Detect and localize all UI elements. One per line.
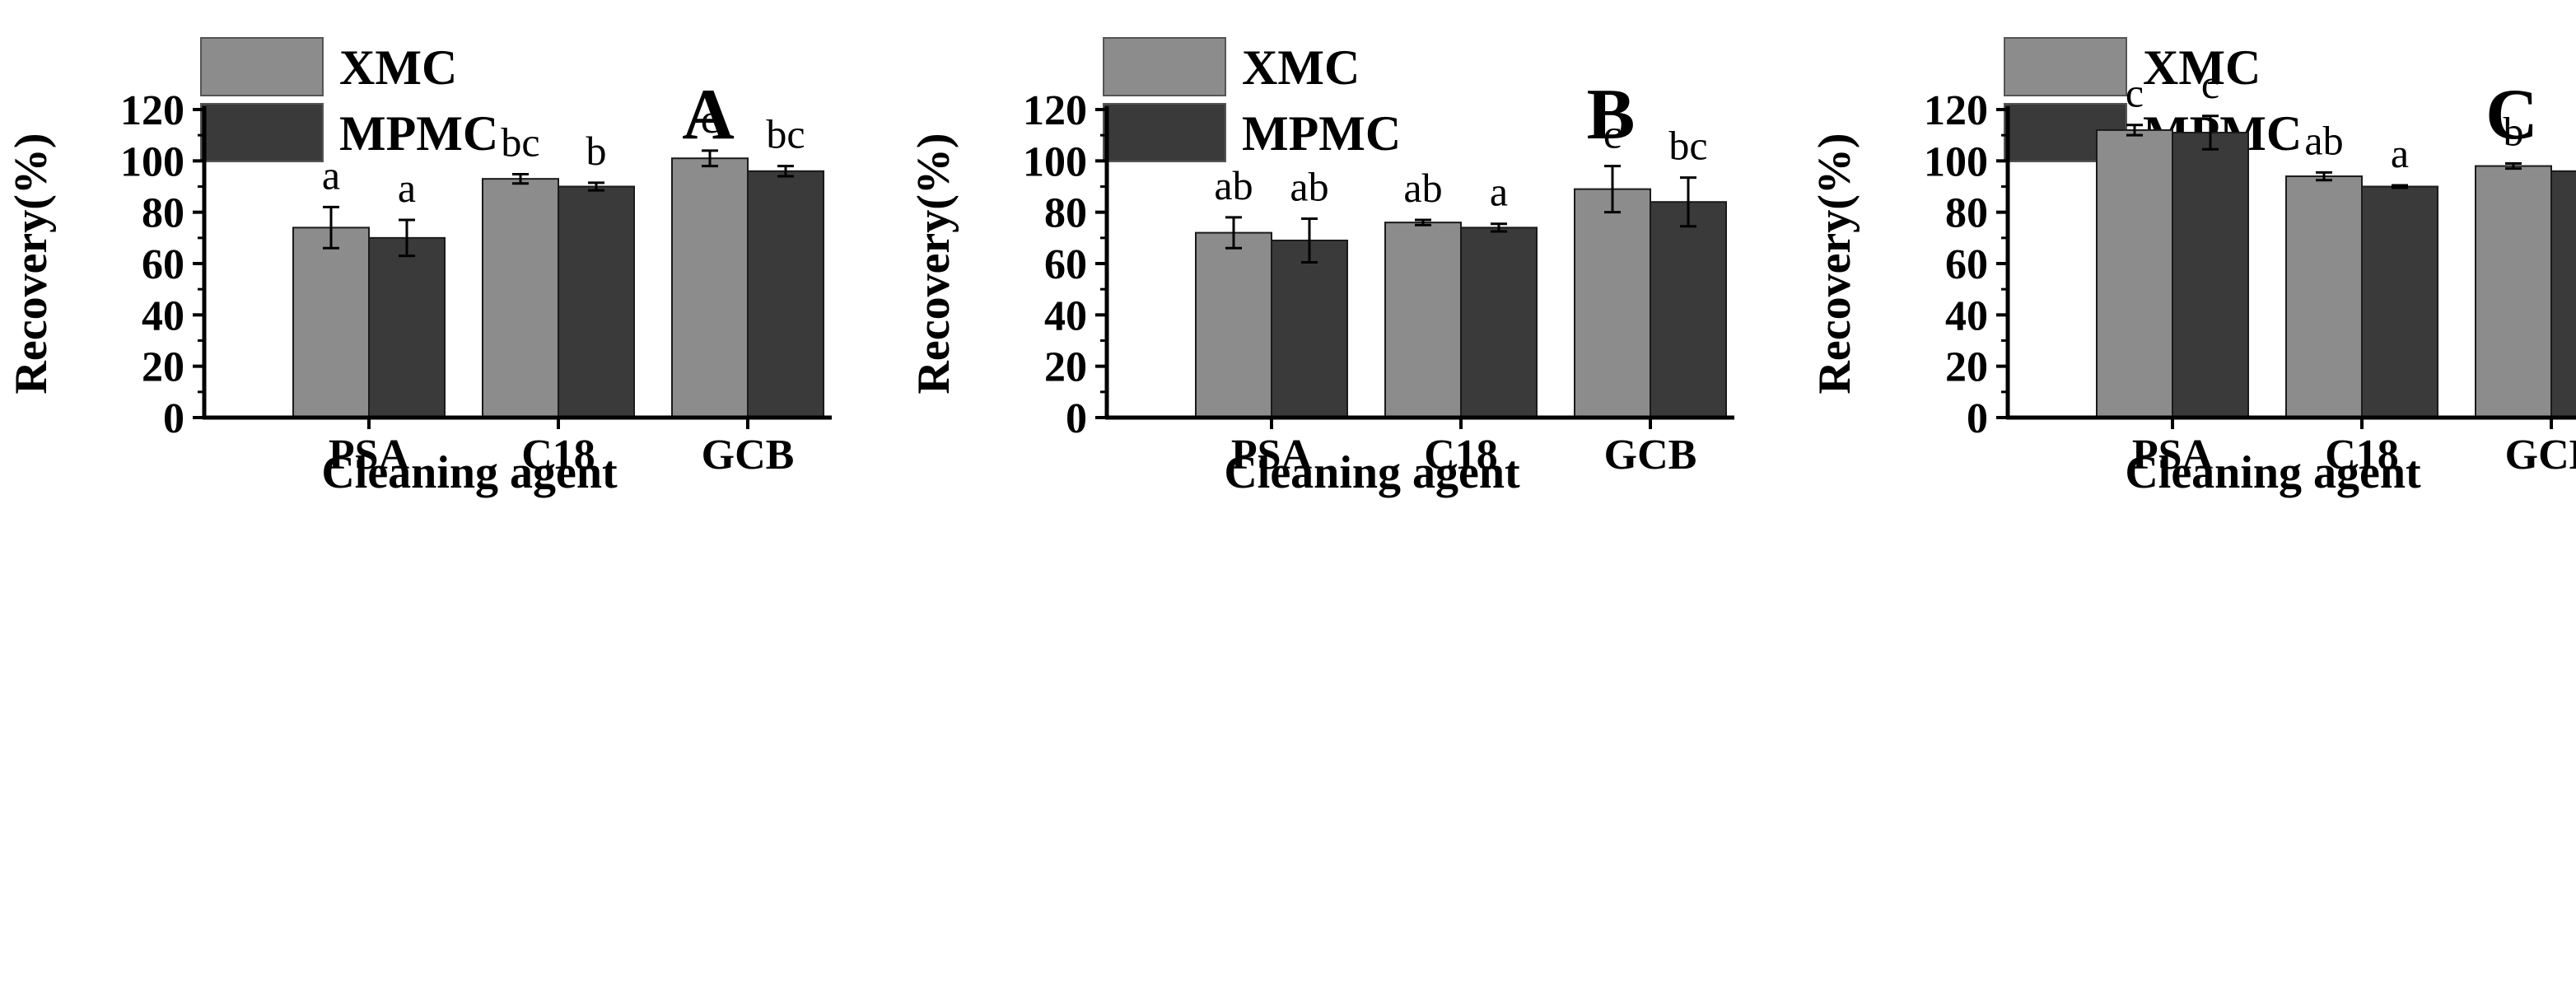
x-category-label: GCB (1604, 432, 1697, 479)
y-tick-label: 20 (1945, 344, 1988, 391)
significance-letter: a (1490, 169, 1508, 215)
y-tick-label: 80 (1044, 190, 1087, 237)
bar-mpmc-psa (368, 236, 446, 419)
significance-letter: ab (1403, 165, 1442, 211)
bar-xmc-gcb (1574, 188, 1651, 418)
significance-letter: c (701, 96, 719, 142)
significance-letter: a (398, 165, 416, 211)
bar-xmc-psa (1195, 231, 1272, 418)
bar-mpmc-c18 (558, 185, 635, 418)
significance-letter: ab (1290, 163, 1328, 209)
y-tick-label: 100 (120, 138, 184, 185)
bar-mpmc-psa (1271, 239, 1348, 419)
significance-letter: ab (2304, 117, 2343, 163)
y-axis-title: Recovery(%) (908, 133, 959, 394)
bar-xmc-c18 (1384, 222, 1462, 418)
x-category-label: C18 (2325, 432, 2399, 479)
y-tick-label: 120 (1023, 87, 1087, 134)
x-category-label: PSA (2132, 432, 2214, 479)
significance-letter: bc (1668, 123, 1707, 169)
bar-xmc-c18 (482, 178, 559, 418)
legend-label-xmc: XMC (2143, 40, 2261, 95)
bar-mpmc-gcb (1650, 201, 1727, 418)
significance-letter: b (586, 128, 607, 174)
bar-xmc-gcb (671, 157, 749, 418)
y-tick-label: 80 (142, 190, 184, 237)
y-tick-label: 80 (1945, 190, 1988, 237)
y-tick-label: 40 (142, 292, 184, 339)
bar-xmc-psa (292, 226, 370, 418)
bar-mpmc-gcb (2550, 170, 2576, 419)
panel-letter: C (2485, 75, 2538, 155)
y-tick-label: 0 (1967, 395, 1988, 442)
x-axis-title: Cleaning agent (1224, 447, 1520, 498)
y-tick-label: 20 (142, 344, 184, 391)
bar-xmc-c18 (2285, 175, 2363, 419)
x-category-label: PSA (1231, 432, 1313, 479)
y-tick-label: 0 (1066, 395, 1087, 442)
y-tick-label: 120 (1924, 87, 1988, 134)
legend-swatch-xmc (200, 37, 324, 96)
y-axis-title: Recovery(%) (6, 133, 57, 394)
legend-label-mpmc: MPMC (339, 106, 498, 161)
y-tick-label: 0 (163, 395, 184, 442)
y-axis-title: Recovery(%) (1809, 133, 1860, 394)
y-tick-label: 40 (1044, 292, 1087, 339)
significance-letter: c (2126, 70, 2144, 116)
bar-xmc-psa (2096, 128, 2173, 419)
x-category-label: GCB (2505, 432, 2576, 479)
bar-xmc-gcb (2475, 165, 2552, 418)
y-tick-label: 20 (1044, 344, 1087, 391)
y-tick-label: 60 (1945, 241, 1988, 288)
significance-letter: ab (1214, 162, 1253, 208)
legend-label-mpmc: MPMC (1242, 106, 1401, 161)
bar-mpmc-psa (2172, 132, 2249, 419)
significance-letter: a (2391, 130, 2409, 176)
bar-mpmc-c18 (2361, 185, 2438, 418)
x-category-label: C18 (521, 432, 595, 479)
y-tick-label: 120 (120, 87, 184, 134)
significance-letter: a (322, 152, 340, 198)
bar-mpmc-gcb (747, 170, 824, 419)
x-axis-title: Cleaning agent (2125, 447, 2421, 498)
significance-letter: bc (766, 111, 805, 157)
panel-letter: B (1587, 75, 1636, 155)
legend-swatch-xmc (1103, 37, 1226, 96)
legend-swatch-xmc (2004, 37, 2127, 96)
significance-letter: bc (501, 119, 539, 166)
legend-label-xmc: XMC (339, 40, 457, 95)
y-tick-label: 100 (1924, 138, 1988, 185)
y-tick-label: 60 (142, 241, 184, 288)
significance-letter: c (1603, 111, 1622, 157)
panel-letter: A (682, 75, 735, 155)
y-tick-label: 60 (1044, 241, 1087, 288)
significance-letter: c (2201, 61, 2219, 107)
legend-swatch-mpmc (1103, 103, 1226, 162)
legend-label-xmc: XMC (1242, 40, 1360, 95)
x-category-label: C18 (1424, 432, 1498, 479)
significance-letter: b (2504, 108, 2524, 154)
chart-panel-c: XMCMPMCC020406080100120ccPSAabaC18bbGCBC… (1809, 37, 2576, 498)
y-tick-label: 40 (1945, 292, 1988, 339)
x-axis-title: Cleaning agent (321, 447, 618, 498)
legend-swatch-mpmc (200, 103, 324, 162)
x-category-label: PSA (329, 432, 410, 479)
y-tick-label: 100 (1023, 138, 1087, 185)
bar-mpmc-c18 (1460, 226, 1538, 418)
x-category-label: GCB (702, 432, 795, 479)
